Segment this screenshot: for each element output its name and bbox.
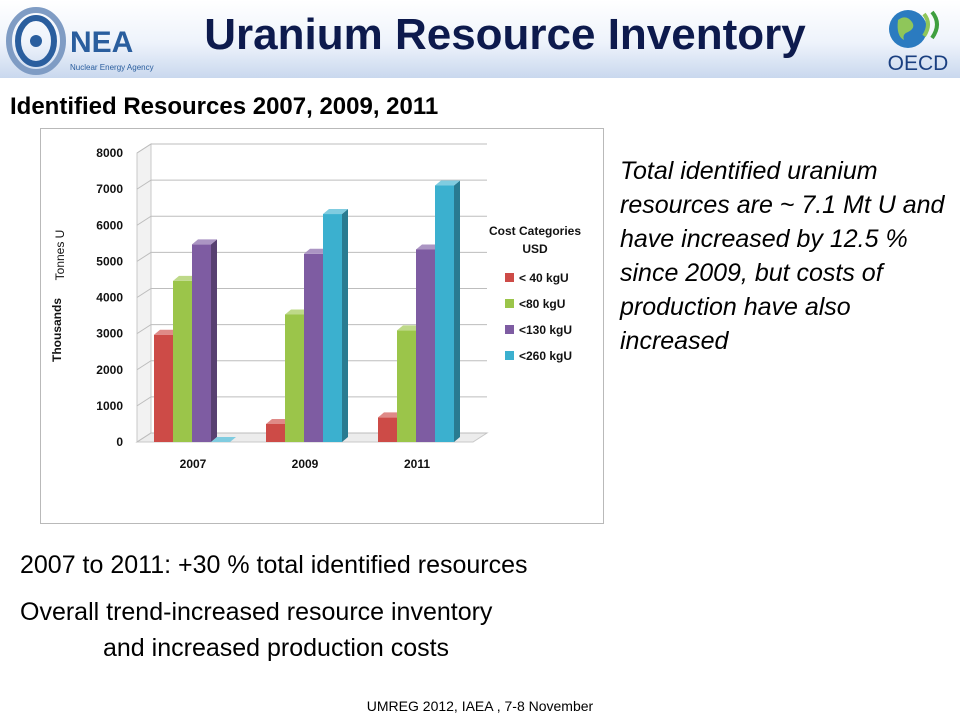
bar-front (266, 423, 285, 442)
legend-label: <130 kgU (519, 323, 572, 337)
y-axis-ticks: 0 1000 2000 3000 4000 5000 6000 7000 8000 (96, 146, 123, 449)
nea-logo: NEA Nuclear Energy Agency (6, 7, 154, 75)
bar (211, 437, 236, 442)
y-tick-label: 8000 (96, 146, 123, 160)
bar (435, 180, 460, 442)
y-axis-label: Thousands (50, 298, 64, 362)
bar-front (323, 214, 342, 442)
bar-front (416, 249, 435, 442)
slide-subtitle: Identified Resources 2007, 2009, 2011 (10, 93, 439, 120)
bullet-trend-line-1: Overall trend-increased resource invento… (20, 598, 493, 626)
legend-title-line-2: USD (522, 242, 548, 256)
y-tick-label: 0 (116, 435, 123, 449)
x-tick-label: 2009 (292, 457, 319, 471)
legend-swatch (505, 351, 514, 360)
bar-side (454, 180, 460, 442)
x-axis-ticks: 2007 2009 2011 (180, 457, 431, 471)
bar-top (304, 248, 329, 254)
bar-front (154, 334, 173, 442)
gridline (136, 396, 487, 407)
bar-front (378, 417, 397, 442)
legend-label: <80 kgU (519, 297, 565, 311)
bar-top (435, 180, 460, 186)
x-tick-label: 2007 (180, 457, 207, 471)
gridlines (136, 143, 487, 443)
y-tick-label: 4000 (96, 291, 123, 305)
legend-swatch (505, 273, 514, 282)
bar-top (173, 275, 198, 281)
oecd-wordmark: OECD (888, 52, 949, 75)
x-tick-label: 2011 (404, 457, 430, 471)
bar-front (304, 253, 323, 442)
bar-front (173, 280, 192, 442)
bar-side (211, 239, 217, 442)
nea-tagline: Nuclear Energy Agency (70, 63, 154, 72)
bar-side (342, 209, 348, 442)
oecd-logo: OECD (888, 10, 949, 75)
gridline (136, 432, 487, 443)
legend-item: <260 kgU (505, 349, 572, 363)
nea-wordmark: NEA (70, 26, 133, 59)
y-tick-label: 1000 (96, 399, 123, 413)
gridline (136, 215, 487, 226)
bar-top (378, 412, 403, 418)
y-tick-label: 2000 (96, 363, 123, 377)
chart-frame: 0 1000 2000 3000 4000 5000 6000 7000 8000 2007 20… (40, 128, 604, 524)
legend-swatch (505, 325, 514, 334)
bar-top (192, 239, 217, 245)
y-axis-unit-label: Tonnes U (53, 230, 67, 281)
legend-item: <130 kgU (505, 323, 572, 337)
slide-footer: UMREG 2012, IAEA , 7-8 November (366, 698, 594, 714)
legend-title-line-1: Cost Categories (489, 224, 581, 238)
gridline (136, 288, 487, 298)
header-band: NEA Nuclear Energy Agency Uranium Resour… (0, 0, 960, 78)
bar (323, 209, 348, 442)
bar-front (192, 244, 211, 442)
bar-front (397, 330, 416, 442)
gridline (136, 251, 487, 262)
legend-label: <260 kgU (519, 349, 572, 363)
bar-front (435, 185, 454, 442)
bars (154, 180, 460, 442)
bullet-trend-line-2: and increased production costs (103, 634, 450, 662)
legend-label: < 40 kgU (519, 271, 569, 285)
bar-top (154, 329, 179, 335)
side-note: Total identified uranium resources are ~… (620, 157, 945, 355)
slide-title: Uranium Resource Inventory (204, 10, 806, 59)
gridline (136, 360, 487, 371)
y-tick-label: 6000 (96, 218, 123, 232)
bar-top (211, 437, 236, 442)
bullet-total-change: 2007 to 2011: +30 % total identified res… (20, 551, 528, 579)
y-tick-label: 3000 (96, 327, 123, 341)
legend-swatch (505, 299, 514, 308)
bar-top (416, 244, 441, 250)
y-tick-label: 7000 (96, 182, 123, 196)
gridline (136, 143, 487, 154)
bar-top (397, 325, 422, 331)
legend-item: <80 kgU (505, 297, 565, 311)
y-tick-label: 5000 (96, 254, 123, 268)
bar-top (266, 418, 291, 424)
bar-top (323, 209, 348, 215)
gridline (136, 179, 487, 190)
legend: < 40 kgU <80 kgU <130 kgU <260 kgU (505, 271, 572, 363)
bar-top (285, 309, 310, 315)
bar (192, 239, 217, 442)
legend-item: < 40 kgU (505, 271, 569, 285)
bar-front (285, 314, 304, 442)
gridline (136, 324, 487, 335)
